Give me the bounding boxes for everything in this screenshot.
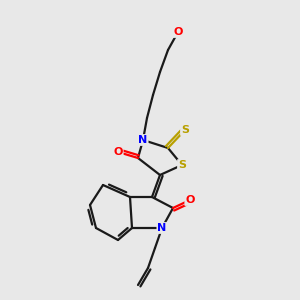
Text: O: O <box>173 27 183 37</box>
Text: N: N <box>158 223 166 233</box>
Text: S: S <box>178 160 186 170</box>
Text: O: O <box>185 195 195 205</box>
Text: O: O <box>113 147 123 157</box>
Text: N: N <box>138 135 148 145</box>
Text: S: S <box>181 125 189 135</box>
